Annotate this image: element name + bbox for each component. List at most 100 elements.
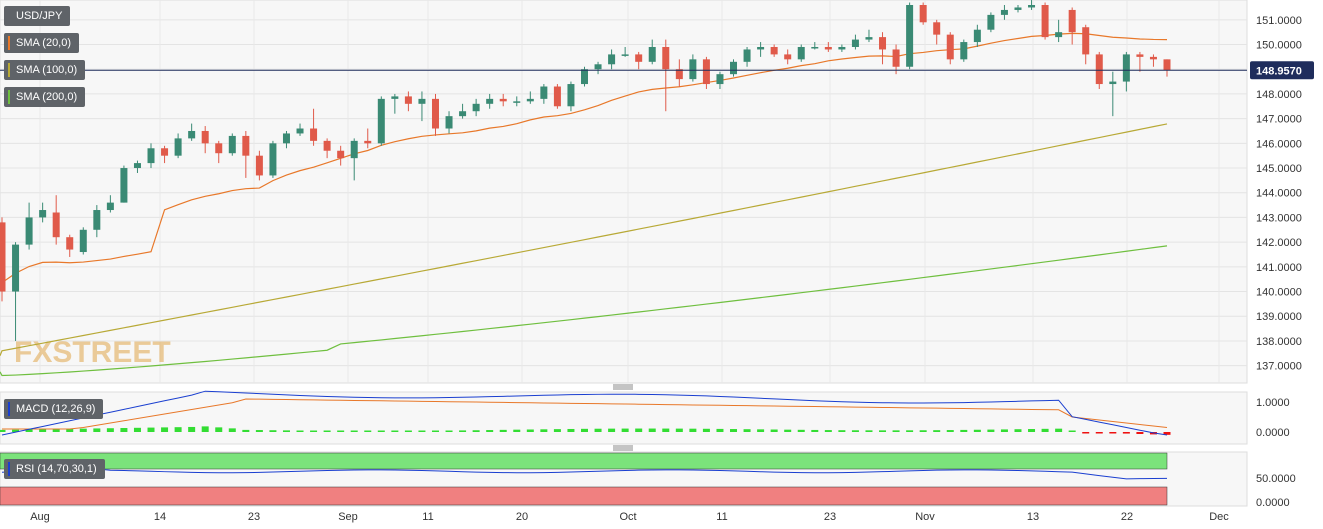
price-tick-label: 137.0000	[1256, 361, 1302, 373]
rsi-overbought-band	[0, 452, 1168, 470]
macd-histogram-bar	[161, 427, 169, 432]
macd-histogram-bar	[594, 428, 602, 432]
candle-body	[1122, 54, 1130, 82]
legend-sma-20[interactable]: SMA (20,0)	[4, 33, 80, 53]
macd-panel-bg	[0, 391, 1248, 445]
candle-body	[1149, 56, 1157, 60]
price-panel-bg	[0, 0, 1248, 384]
macd-histogram-bar	[39, 429, 47, 432]
candle-body	[120, 168, 128, 203]
candle-body	[526, 98, 534, 102]
candle-body	[675, 69, 683, 80]
candle-body	[1095, 54, 1103, 85]
macd-histogram-bar	[797, 429, 805, 432]
macd-histogram-bar	[472, 430, 480, 432]
candle-body	[323, 140, 331, 151]
macd-line	[1, 390, 1168, 436]
x-axis-tick-label: 20	[516, 511, 528, 523]
candle-body	[310, 128, 318, 141]
macd-histogram-bar	[526, 429, 534, 432]
x-axis-tick-label: 23	[248, 511, 260, 523]
candle-body	[960, 42, 968, 60]
x-axis-tick-label: Sep	[338, 511, 358, 523]
legend-rsi[interactable]: RSI (14,70,30,1)	[4, 459, 105, 479]
candle-body	[282, 133, 290, 144]
candle-body	[79, 229, 87, 253]
candle-body	[174, 138, 182, 156]
macd-histogram-bar	[1163, 432, 1171, 435]
candle-body	[865, 37, 873, 40]
macd-histogram-bar	[906, 430, 914, 432]
candle-body	[431, 98, 439, 129]
candle-body	[39, 210, 47, 218]
macd-histogram-bar	[215, 427, 223, 432]
macd-histogram-bar	[1041, 428, 1049, 432]
macd-histogram-bar	[499, 429, 507, 432]
macd-histogram-bar	[93, 428, 101, 432]
price-tick-label: 151.0000	[1256, 15, 1302, 27]
candle-body	[377, 98, 385, 144]
fxstreet-watermark: FXSTREET	[14, 336, 171, 369]
macd-histogram-bar	[973, 429, 981, 432]
candle-body	[201, 130, 209, 144]
sma-20-line	[1, 32, 1168, 284]
macd-histogram-bar	[892, 430, 900, 432]
price-tick-label: 144.0000	[1256, 188, 1302, 200]
macd-histogram-bar	[987, 429, 995, 432]
macd-histogram-bar	[282, 430, 290, 432]
candle-body	[1041, 5, 1049, 38]
macd-histogram-bar	[323, 430, 331, 432]
legend-sma-100-label: SMA (100,0)	[16, 64, 78, 76]
macd-histogram-bar	[133, 427, 141, 432]
candle-body	[188, 130, 196, 139]
candle-body	[52, 212, 60, 238]
macd-histogram-bar	[743, 429, 751, 432]
macd-histogram-bar	[228, 428, 236, 432]
candle-body	[161, 148, 169, 156]
macd-histogram-bar	[1136, 432, 1144, 434]
macd-histogram-bar	[1122, 432, 1130, 434]
macd-histogram-bar	[811, 429, 819, 432]
macd-histogram-bar	[960, 429, 968, 432]
price-tick-label: 150.0000	[1256, 40, 1302, 52]
x-axis-tick-label: Dec	[1209, 511, 1229, 523]
candle-body	[540, 86, 548, 99]
candle-body	[594, 64, 602, 70]
candle-body	[25, 217, 33, 245]
last-price-label: 148.9570	[1256, 65, 1302, 77]
price-tick-label: 138.0000	[1256, 336, 1302, 348]
candle-body	[499, 98, 507, 102]
price-tick-label: 146.0000	[1256, 138, 1302, 150]
macd-histogram-bar	[1082, 432, 1090, 434]
x-axis-tick-label: 14	[154, 511, 166, 523]
legend-macd[interactable]: MACD (12,26,9)	[4, 399, 104, 419]
last-price-tag	[1250, 61, 1314, 80]
candle-body	[635, 54, 643, 62]
macd-histogram-bar	[242, 429, 250, 432]
candle-body	[0, 222, 6, 292]
candle-body	[106, 202, 114, 211]
macd-histogram-bar	[865, 430, 873, 432]
candle-body	[784, 54, 792, 60]
candle-body	[404, 96, 412, 104]
price-tick-label: 140.0000	[1256, 287, 1302, 299]
candle-body	[337, 150, 345, 159]
macd-histogram-bar	[1014, 429, 1022, 432]
x-axis-tick-label: Nov	[915, 511, 935, 523]
legend-sma-100[interactable]: SMA (100,0)	[4, 60, 86, 80]
legend-sma-200[interactable]: SMA (200,0)	[4, 87, 86, 107]
candle-body	[133, 163, 141, 169]
x-axis-tick-label: 22	[1121, 511, 1133, 523]
macd-histogram-bar	[486, 430, 494, 432]
macd-histogram-bar	[147, 427, 155, 432]
candle-body	[1000, 9, 1008, 15]
macd-histogram-bar	[635, 428, 643, 432]
candle-body	[1082, 27, 1090, 55]
sma-200-line	[0, 245, 1168, 377]
price-tick-label: 148.0000	[1256, 89, 1302, 101]
legend-usdjpy[interactable]: USD/JPY	[4, 6, 71, 26]
macd-histogram-bar	[1000, 429, 1008, 432]
macd-histogram-bar	[513, 429, 521, 432]
macd-histogram-bar	[12, 429, 20, 432]
